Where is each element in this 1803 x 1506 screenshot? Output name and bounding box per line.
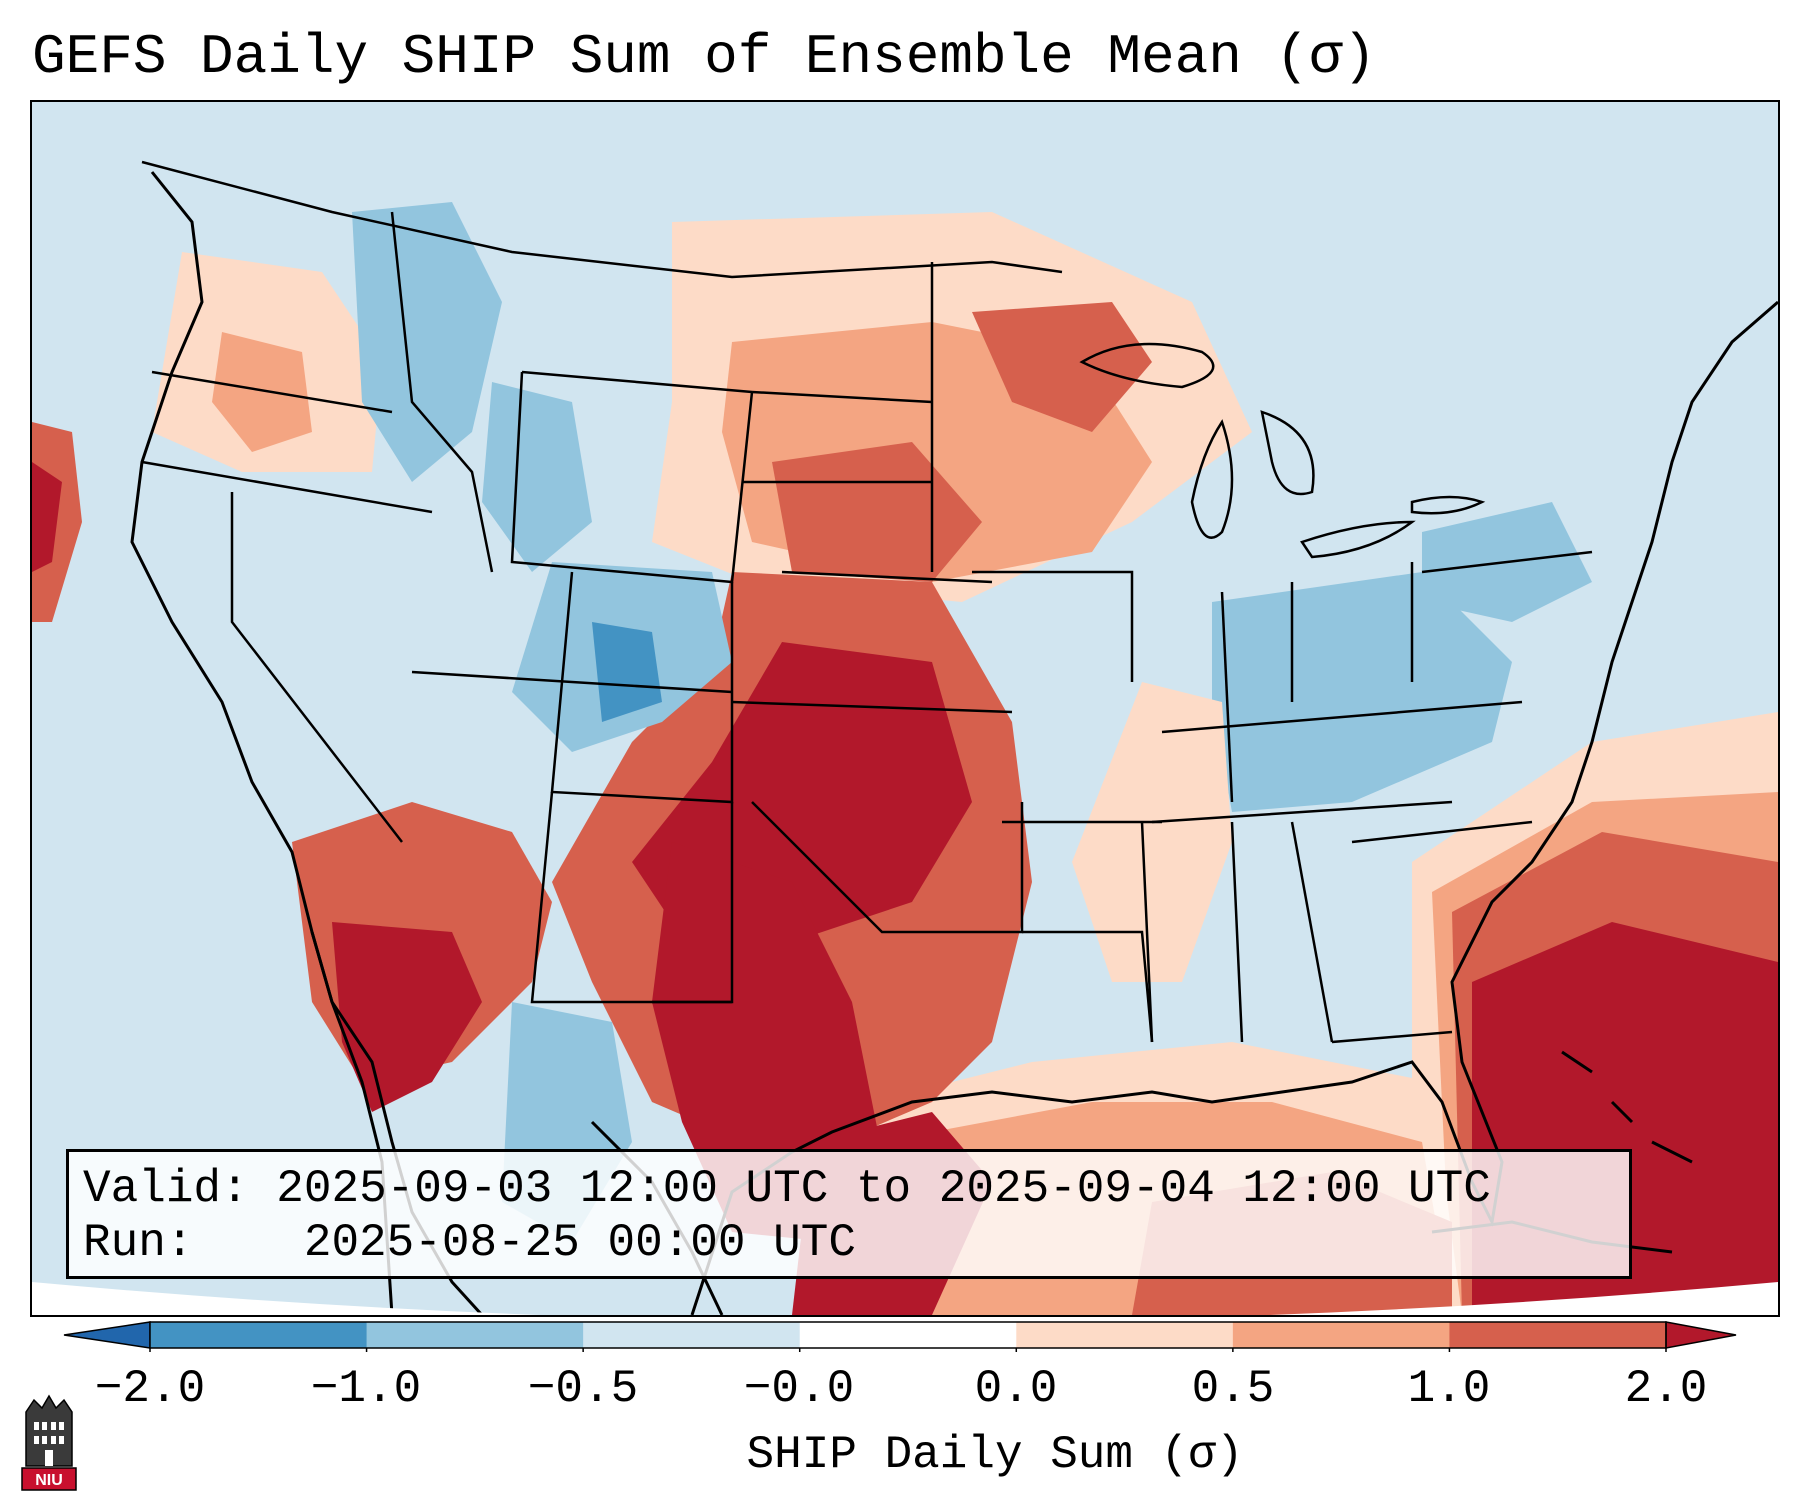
border-ia-mo [972, 570, 1134, 682]
colorbar-segment [366, 1322, 584, 1348]
anomaly-se-light [1072, 682, 1232, 982]
colorbar-tick-label: 0.0 [974, 1363, 1058, 1415]
anomaly-s-rockies-core [592, 622, 662, 722]
map-projection-edge [32, 1282, 1778, 1315]
colorbar-segment [583, 1322, 801, 1348]
border-nc-sc [1351, 820, 1533, 844]
chart-title: GEFS Daily SHIP Sum of Ensemble Mean (σ) [32, 25, 1377, 89]
colorbar-tick-label: 1.0 [1407, 1363, 1491, 1415]
great-lake-superior [1079, 342, 1215, 389]
border-ne-ks [781, 570, 993, 584]
valid-value: 2025-09-03 12:00 UTC to 2025-09-04 12:00… [276, 1163, 1491, 1215]
colorbar-segment [1449, 1322, 1667, 1348]
coastlines [1079, 342, 1486, 559]
great-lake-erie [1300, 520, 1416, 559]
anomaly-great-lakes [972, 302, 1152, 432]
border-pa-ny [1421, 550, 1593, 574]
valid-label: Valid: [83, 1163, 249, 1215]
run-line: Run: 2025-08-25 00:00 UTC [83, 1216, 856, 1270]
colorbar-outline [149, 1321, 1667, 1349]
border-al-ga [1290, 821, 1334, 1043]
border-wy [510, 371, 754, 584]
colorbar-tick-label: −1.0 [310, 1363, 422, 1415]
border-or-ca [141, 460, 433, 514]
valid-line: Valid: 2025-09-03 12:00 UTC to 2025-09-0… [83, 1162, 1491, 1216]
anomaly-pacific-west-dark [32, 462, 62, 572]
border-wa-or [151, 370, 393, 414]
colorbar-segment [799, 1322, 1017, 1348]
map-svg [32, 102, 1778, 1315]
colorbar [63, 1321, 1737, 1352]
colorbar-extend-min [63, 1321, 151, 1349]
canada-border [141, 160, 1063, 279]
info-box: Valid: 2025-09-03 12:00 UTC to 2025-09-0… [66, 1149, 1632, 1279]
border-tx-nm [652, 802, 734, 1004]
border-tn-ky [1161, 700, 1523, 734]
great-lake-huron [1260, 410, 1315, 496]
border-ok-tx [751, 801, 1024, 934]
colorbar-tick-label: −0.5 [527, 1363, 639, 1415]
colorbar-tick-label: 2.0 [1624, 1363, 1708, 1415]
border-ga-fl [1331, 1030, 1453, 1044]
border-il-in [1220, 591, 1234, 803]
colorbar-label: SHIP Daily Sum (σ) [746, 1429, 1244, 1481]
colorbar-tick-label: 0.5 [1191, 1363, 1275, 1415]
border-ar-la [1022, 930, 1154, 1043]
border-co [550, 571, 734, 804]
border-ms-al [1140, 821, 1244, 1043]
colorbar-segment [1016, 1322, 1234, 1348]
border-id [390, 211, 494, 573]
colorbar-segment [150, 1322, 368, 1348]
colorbar-extend-max [1665, 1321, 1737, 1349]
border-ut-co [411, 670, 733, 694]
border-mt-wy [521, 370, 753, 394]
border-tn-south [1151, 800, 1453, 824]
great-lake-michigan [1190, 419, 1234, 539]
run-label: Run: [83, 1217, 194, 1269]
state-borders [141, 160, 1593, 1044]
map-panel [30, 100, 1780, 1317]
anomaly-n-plains-core [772, 442, 982, 582]
colorbar-tick-label: −2.0 [94, 1363, 206, 1415]
niu-logo: NIU [21, 1394, 77, 1491]
run-value: 2025-08-25 00:00 UTC [303, 1217, 856, 1269]
anomaly-ohio-valley [1212, 572, 1512, 812]
colorbar-segment [1232, 1322, 1450, 1348]
border-nd-sd [751, 390, 933, 404]
border-oh [1290, 562, 1414, 702]
great-lake-ontario [1410, 495, 1486, 515]
colorbar-tick-label: −0.0 [743, 1363, 855, 1415]
border-ca-nv [230, 492, 403, 843]
anomaly-pnw-mid [212, 332, 312, 452]
border-ks-ok [731, 700, 1013, 714]
anomaly-sw-core [332, 922, 482, 1112]
niu-logo-text: NIU [35, 1472, 63, 1489]
island-bahamas [1561, 1050, 1693, 1164]
anomaly-n-rockies-2 [482, 382, 592, 572]
